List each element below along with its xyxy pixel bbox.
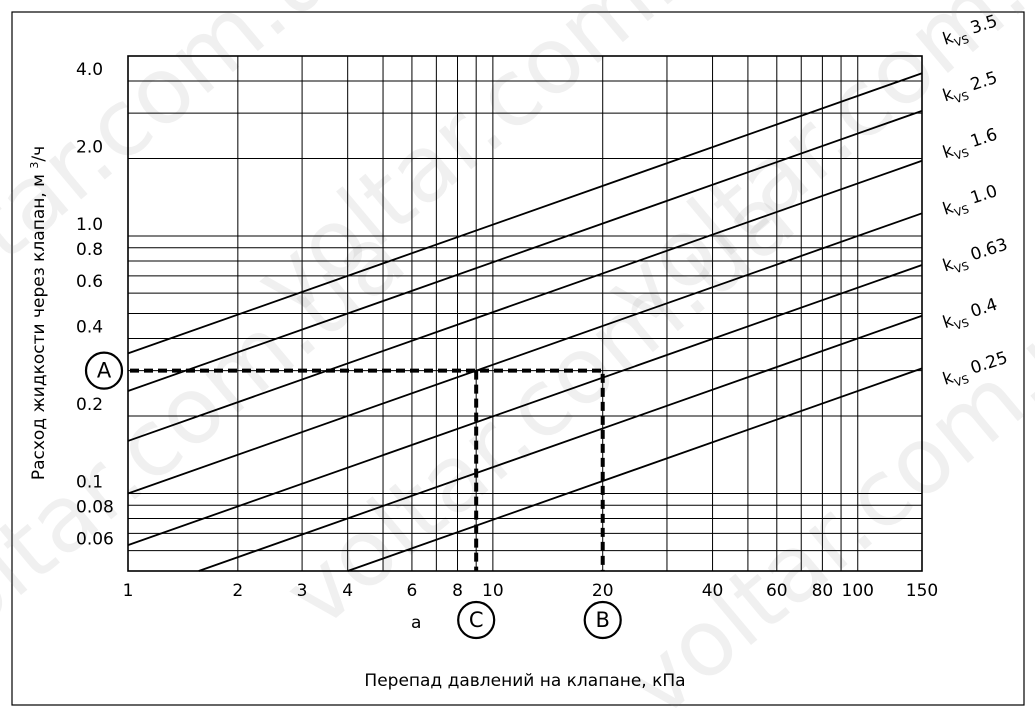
x-tick-label: 1 [123, 581, 134, 601]
x-axis-title: Перепад давлений на клапане, кПа [364, 671, 685, 691]
y-tick-label: 0.06 [76, 530, 114, 550]
kvs-label-subscript: VS [953, 203, 971, 220]
extra-label: a [411, 613, 421, 633]
y-axis-title-end: /ч [29, 146, 49, 162]
markers: A C B [84, 351, 622, 640]
y-tick-label: 0.6 [76, 272, 103, 292]
x-tick-label: 100 [842, 581, 874, 601]
y-tick-label: 4.0 [76, 60, 103, 80]
x-tick-label: 4 [342, 581, 353, 601]
reading-guides [130, 368, 605, 571]
x-tick-label: 2 [232, 581, 243, 601]
kvs-label-subscript: VS [953, 373, 971, 390]
kvs-lines [127, 72, 923, 572]
y-axis-title-sup: 3 [28, 162, 41, 169]
kvs-line-0.4 [198, 314, 923, 572]
x-tick-label: 40 [702, 581, 724, 601]
marker-a-label: A [97, 359, 112, 383]
x-tick-label: 60 [766, 581, 788, 601]
y-tick-label: 0.8 [76, 240, 103, 260]
x-tick-label: 8 [452, 581, 463, 601]
kvs-line-1.0 [127, 212, 923, 495]
tick-labels: 1 2 3 4 6 8 10 20 40 60 80 100 150 0.06 0.08 0.1 0.2 0.4 0… [76, 60, 938, 633]
kvs-line-1.6 [127, 159, 923, 442]
kvs-label-3.5: kVS 3.5 [940, 11, 1002, 52]
y-tick-label: 0.2 [76, 395, 103, 415]
x-tick-label: 3 [297, 581, 308, 601]
marker-b-circle [583, 600, 622, 640]
y-tick-label: 1.0 [76, 215, 103, 235]
kvs-label-subscript: VS [953, 259, 971, 276]
kvs-line-2.5 [127, 109, 923, 392]
marker-c-circle [457, 600, 496, 640]
kvs-line-3.5 [127, 72, 923, 355]
kvs-label-subscript: VS [953, 316, 971, 333]
kvs-label-subscript: VS [953, 146, 971, 163]
kvs-line-0.63 [127, 264, 923, 547]
x-tick-label: 6 [407, 581, 418, 601]
y-tick-label: 0.1 [76, 472, 103, 492]
marker-a-circle [84, 351, 124, 390]
marker-b-label: B [596, 608, 610, 632]
outer-border [11, 11, 1025, 706]
x-tick-label: 10 [482, 581, 504, 601]
y-axis-title: Расход жидкости через клапан, м 3/ч [28, 146, 50, 480]
y-tick-label: 0.4 [76, 317, 103, 337]
y-axis-title-main: Расход жидкости через клапан, м [29, 169, 49, 481]
marker-c-label: C [469, 608, 484, 632]
kvs-line-0.25 [347, 367, 923, 572]
plot-frame [127, 55, 923, 572]
guide-a-to-b [130, 368, 605, 571]
kvs-label-subscript: VS [953, 33, 971, 50]
x-tick-label: 150 [906, 581, 938, 601]
kvs-label-subscript: VS [953, 89, 971, 106]
y-tick-label: 0.08 [76, 497, 114, 517]
y-tick-label: 2.0 [76, 137, 103, 157]
x-tick-label: 80 [812, 581, 834, 601]
x-tick-label: 20 [592, 581, 614, 601]
